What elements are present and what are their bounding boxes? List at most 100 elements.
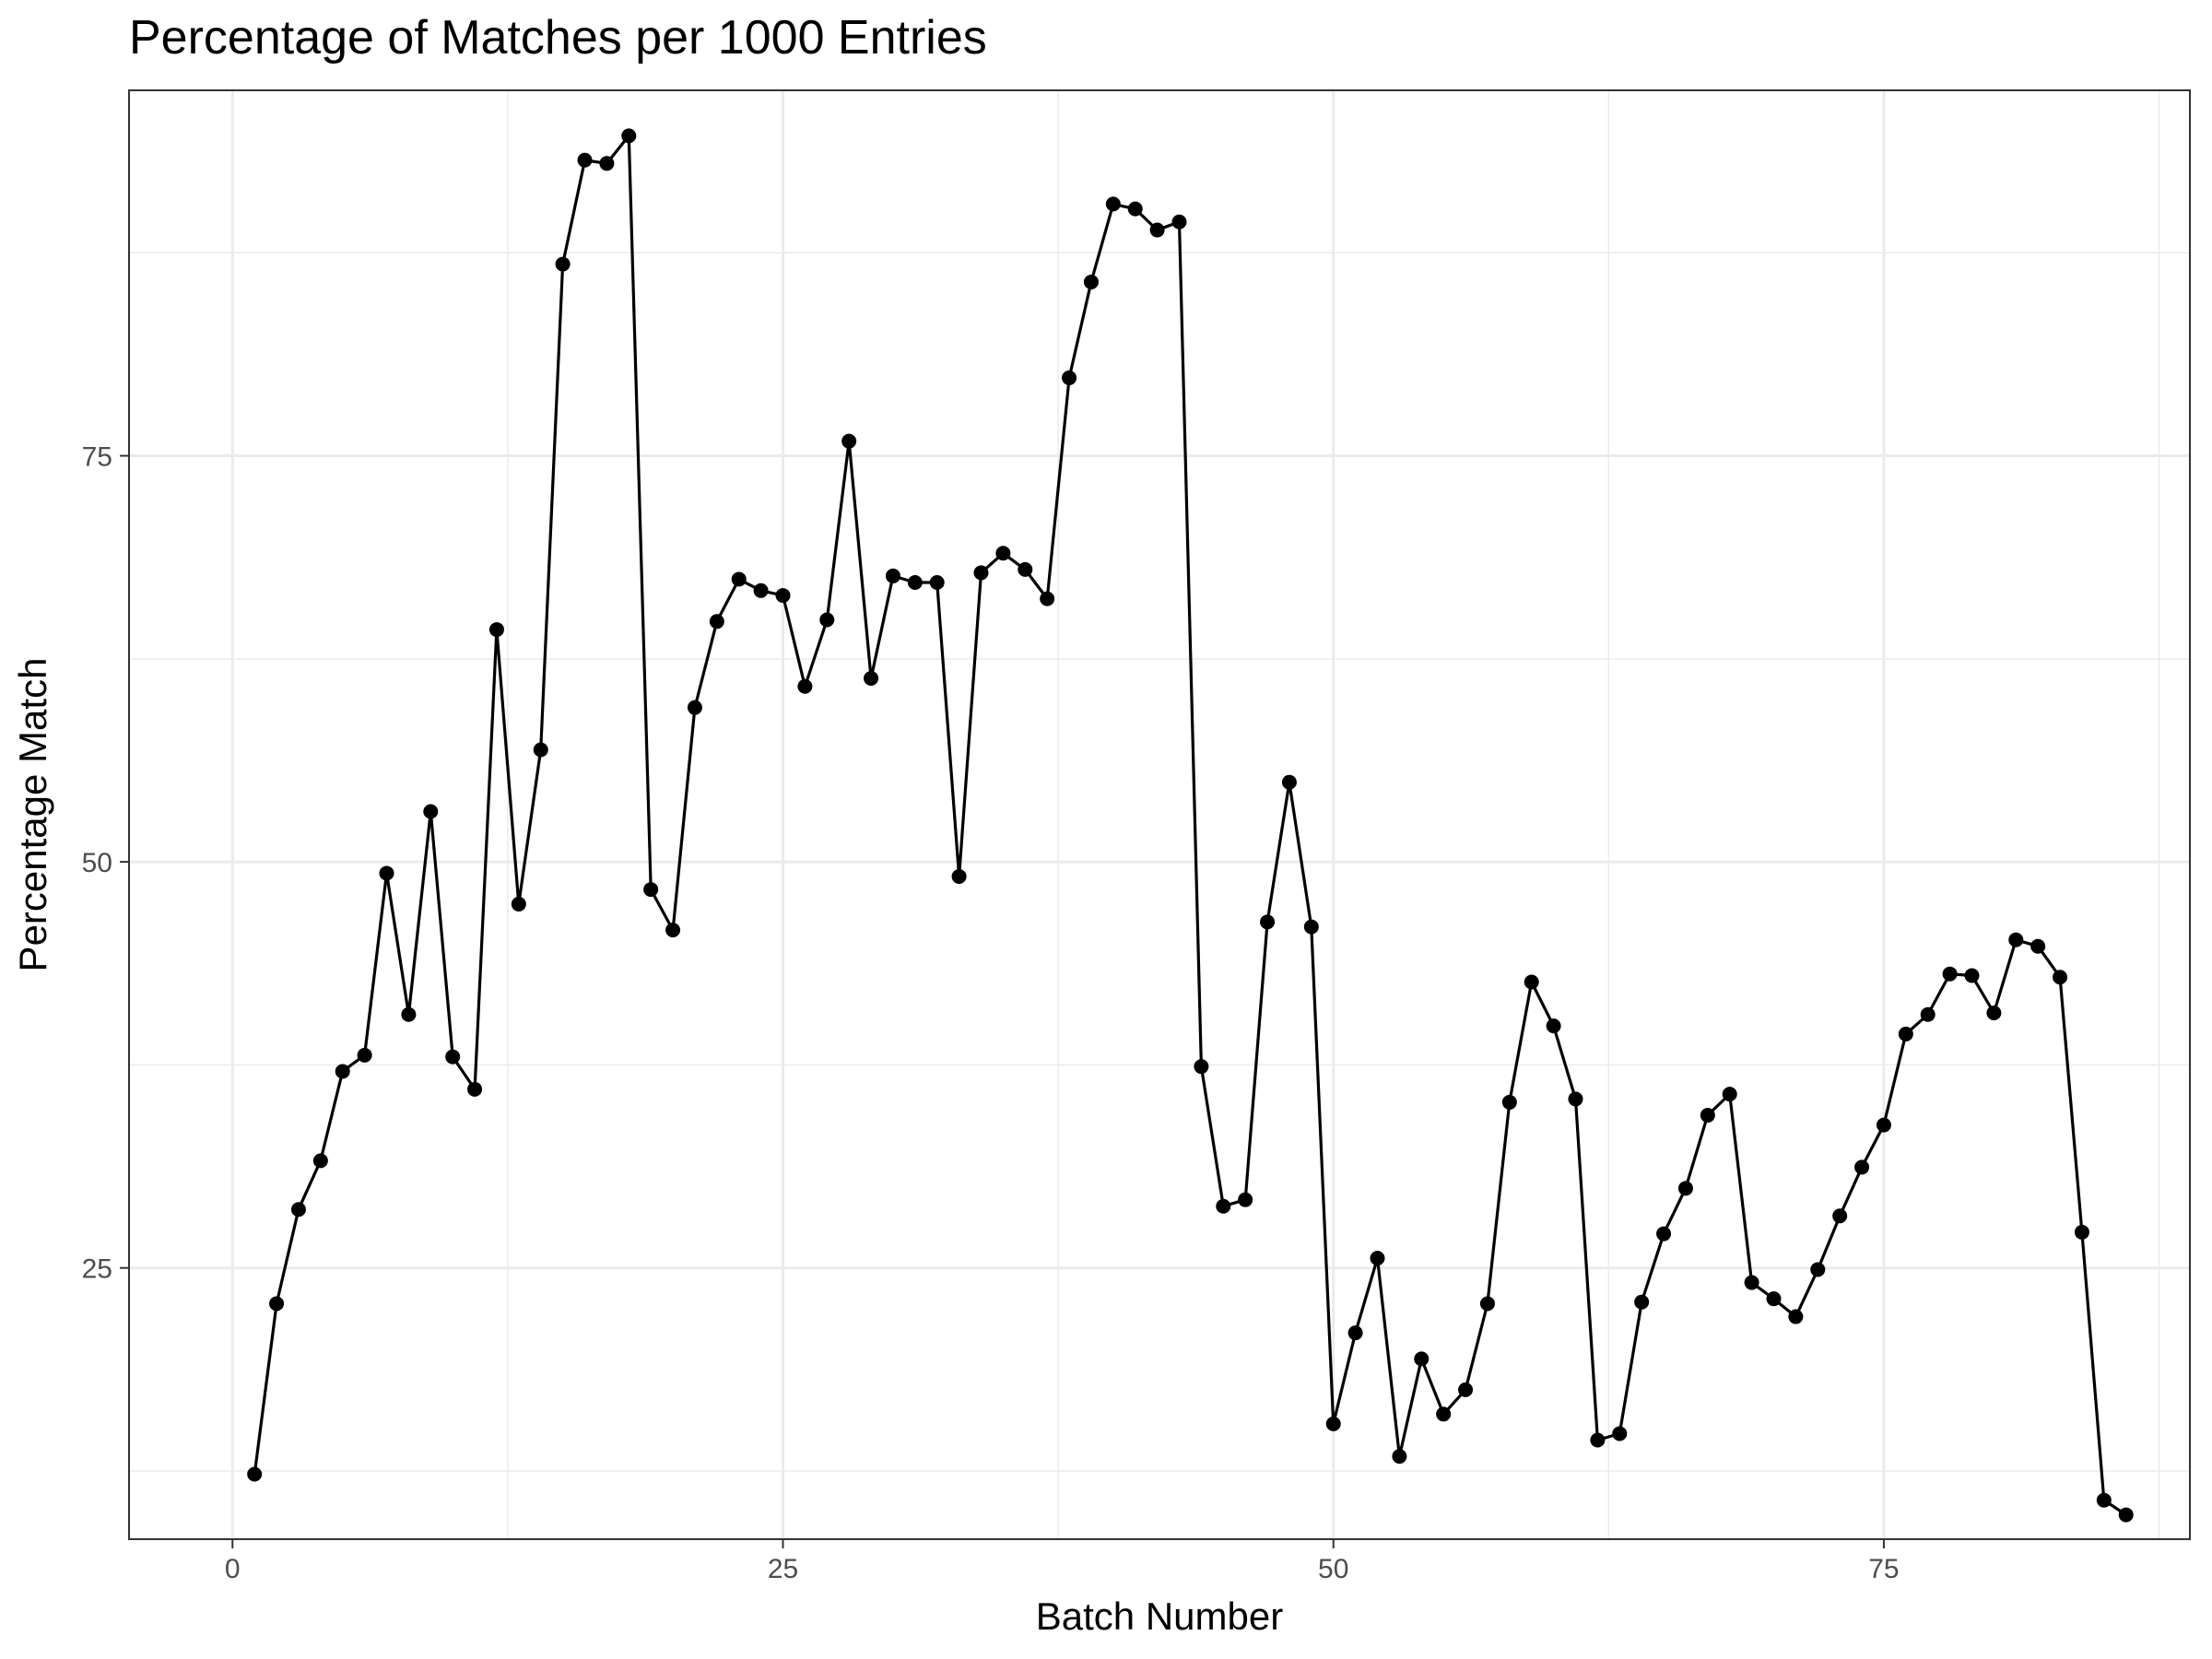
data-point [312,1153,328,1169]
data-point [357,1047,372,1063]
data-point [1216,1198,1231,1214]
data-point [1238,1192,1253,1207]
x-axis-title: Batch Number [1036,1594,1283,1638]
data-point [2053,970,2068,985]
data-point [1546,1018,1561,1034]
data-point [1171,214,1187,229]
x-tick-label: 75 [1868,1554,1899,1584]
data-point [951,868,967,884]
data-point [533,742,548,758]
data-point [775,588,791,604]
data-point [1083,274,1099,289]
y-axis: 25 50 75 [82,442,129,1285]
data-point [885,568,900,583]
data-point [599,156,615,171]
data-point [401,1006,417,1022]
series-line [253,134,2127,1516]
data-point [1105,196,1121,212]
data-point [973,565,989,581]
data-point [335,1064,350,1079]
data-point [269,1296,285,1312]
data-point [1062,370,1077,385]
data-point [1854,1159,1870,1175]
data-point [2030,938,2046,954]
data-point [290,1202,306,1218]
x-tick-label: 0 [225,1554,241,1584]
data-point [1260,914,1276,930]
data-point [1436,1406,1452,1422]
data-point [1479,1296,1495,1312]
data-point [1392,1449,1407,1465]
data-point [1656,1226,1672,1241]
y-axis-title: Percentage Match [11,658,54,972]
data-point [1898,1026,1913,1041]
data-point [511,896,526,912]
y-tick-label: 50 [82,848,112,878]
data-point [1194,1059,1209,1075]
data-point [665,923,681,938]
data-point [1942,966,1958,982]
minor-gridlines [129,90,2190,1539]
data-point [1281,774,1297,790]
data-point [907,574,923,590]
data-point [1524,974,1539,990]
data-point [1744,1275,1759,1290]
data-point [1347,1325,1363,1341]
data-point [1832,1208,1848,1224]
data-point [1612,1426,1628,1441]
data-point [643,882,659,898]
data-point [467,1081,483,1097]
data-point [1964,968,1980,983]
data-point [864,670,879,686]
data-point [1766,1291,1782,1307]
data-point [841,433,857,449]
data-point [1303,919,1319,935]
data-point [1568,1091,1583,1107]
data-point [995,546,1011,561]
x-tick-label: 50 [1318,1554,1348,1584]
data-point [2096,1492,2112,1508]
data-point [1788,1309,1804,1324]
data-point [445,1049,461,1065]
major-gridlines [129,90,2190,1539]
data-point [1370,1251,1385,1266]
data-point [731,571,747,587]
data-point [1920,1006,1936,1022]
data-point [2008,932,2024,947]
data-point [1986,1006,2002,1021]
data-point [555,256,571,272]
x-tick-label: 25 [768,1554,798,1584]
data-point [1634,1294,1650,1310]
data-point [1501,1094,1517,1110]
data-point [1325,1416,1341,1431]
data-point [247,1466,263,1482]
data-point [753,582,769,598]
data-point [819,612,835,628]
data-point [929,574,945,590]
data-point [1876,1117,1891,1133]
data-point [1700,1108,1715,1124]
data-point [423,804,439,819]
data-point [709,614,724,629]
data-point [2074,1224,2089,1240]
data-point [687,700,702,715]
data-point [797,678,813,694]
data-point [488,622,504,638]
data-point [379,865,394,881]
y-tick-label: 75 [82,442,112,473]
data-point [1127,201,1143,217]
series-line-group [253,134,2127,1516]
chart-title: Percentage of Matches per 1000 Entries [129,11,987,65]
data-point [1018,561,1033,577]
data-point [1810,1262,1826,1277]
x-axis: 0 25 50 75 [225,1539,1900,1584]
data-point [1590,1432,1606,1448]
data-point [577,152,593,168]
data-point [1040,591,1055,606]
data-point [1677,1181,1693,1196]
data-points [247,128,2134,1523]
plot-panel-border [128,89,2191,1540]
data-point [1722,1087,1737,1102]
